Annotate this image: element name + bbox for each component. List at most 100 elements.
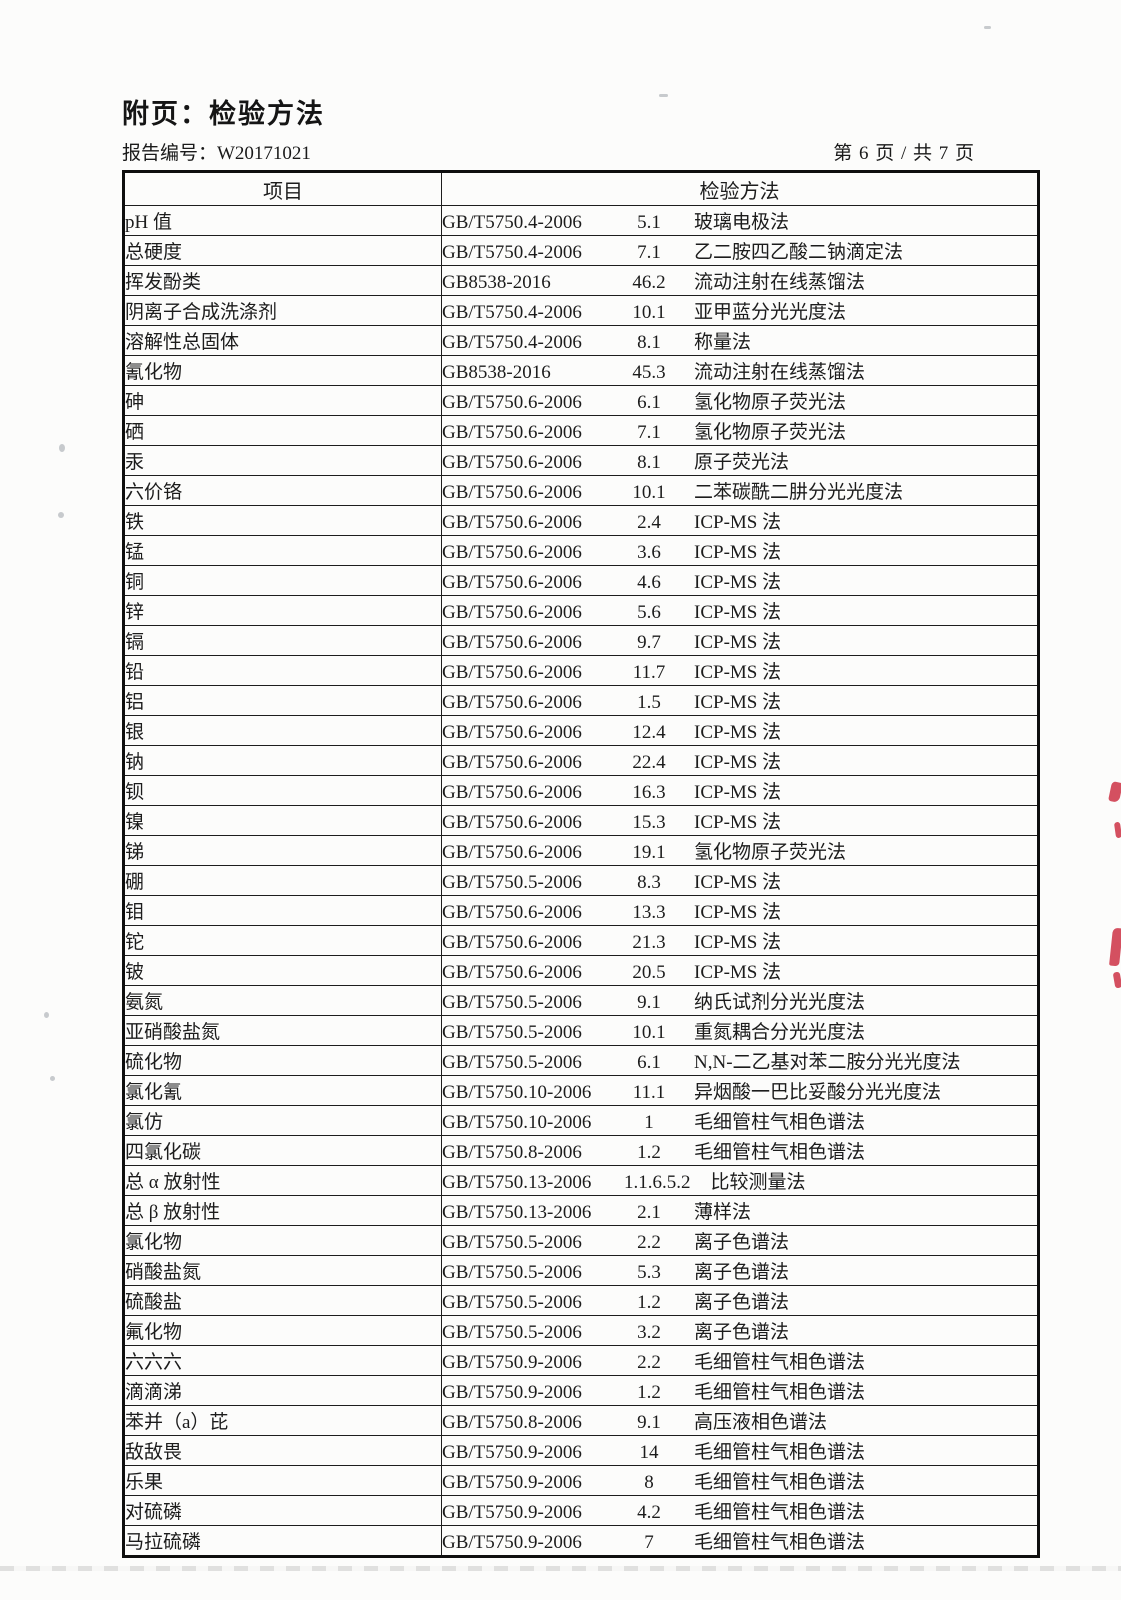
method-cell: GB/T5750.6-2006 9.7 ICP-MS 法 (441, 625, 1039, 656)
clause-number: 5.1 (637, 212, 661, 233)
item-cell: 铝 (123, 685, 442, 716)
method-cell: GB/T5750.13-2006 1.1.6.5.2 比较测量法 (441, 1165, 1039, 1196)
table-row: 硒 GB/T5750.6-2006 7.1 氢化物原子荧光法 (123, 415, 1039, 446)
method-name: 离子色谱法 (694, 1232, 790, 1253)
table-body: pH 值 GB/T5750.4-2006 5.1 玻璃电极法 总硬度 GB/T5750.4… (123, 205, 1039, 1557)
standard-code: GB/T5750.13-2006 (442, 1202, 592, 1223)
standard-code: GB/T5750.5-2006 (442, 1052, 582, 1073)
clause-number: 2.2 (637, 1232, 661, 1253)
method-name: 毛细管柱气相色谱法 (694, 1502, 866, 1523)
method-name: 亚甲蓝分光光度法 (694, 302, 847, 323)
method-name: N,N-二乙基对苯二胺分光光度法 (694, 1052, 961, 1073)
column-header-item: 项目 (123, 171, 442, 206)
table-row: 对硫磷 GB/T5750.9-2006 4.2 毛细管柱气相色谱法 (123, 1495, 1039, 1526)
method-name: 纳氏试剂分光光度法 (694, 992, 866, 1013)
method-name: ICP-MS 法 (694, 872, 782, 893)
standard-code: GB/T5750.6-2006 (442, 482, 582, 503)
item-cell: 硫化物 (123, 1045, 442, 1076)
method-name: 比较测量法 (710, 1172, 806, 1193)
table-row: 敌敌畏 GB/T5750.9-2006 14 毛细管柱气相色谱法 (123, 1435, 1039, 1466)
item-cell: 钠 (123, 745, 442, 776)
standard-code: GB/T5750.6-2006 (442, 782, 582, 803)
standard-code: GB8538-2016 (442, 362, 551, 383)
table-row: 锑 GB/T5750.6-2006 19.1 氢化物原子荧光法 (123, 835, 1039, 866)
clause-number: 1.1.6.5.2 (624, 1172, 691, 1193)
clause-number: 7.1 (637, 242, 661, 263)
table-row: 乐果 GB/T5750.9-2006 8 毛细管柱气相色谱法 (123, 1465, 1039, 1496)
table-row: 总硬度 GB/T5750.4-2006 7.1 乙二胺四乙酸二钠滴定法 (123, 235, 1039, 266)
table-row: 氟化物 GB/T5750.5-2006 3.2 离子色谱法 (123, 1315, 1039, 1346)
method-name: ICP-MS 法 (694, 722, 782, 743)
method-name: ICP-MS 法 (694, 542, 782, 563)
item-cell: 锌 (123, 595, 442, 626)
method-name: 毛细管柱气相色谱法 (694, 1142, 866, 1163)
method-cell: GB/T5750.5-2006 3.2 离子色谱法 (441, 1315, 1039, 1346)
standard-code: GB/T5750.10-2006 (442, 1082, 592, 1103)
standard-code: GB/T5750.6-2006 (442, 632, 582, 653)
standard-code: GB/T5750.6-2006 (442, 602, 582, 623)
method-cell: GB/T5750.6-2006 1.5 ICP-MS 法 (441, 685, 1039, 716)
table-row: 硼 GB/T5750.5-2006 8.3 ICP-MS 法 (123, 865, 1039, 896)
standard-code: GB/T5750.5-2006 (442, 1022, 582, 1043)
item-cell: 镉 (123, 625, 442, 656)
red-ink-mark (1109, 927, 1121, 967)
clause-number: 14 (639, 1442, 659, 1463)
standard-code: GB/T5750.4-2006 (442, 212, 582, 233)
table-row: 镍 GB/T5750.6-2006 15.3 ICP-MS 法 (123, 805, 1039, 836)
method-cell: GB/T5750.9-2006 4.2 毛细管柱气相色谱法 (441, 1495, 1039, 1526)
method-name: ICP-MS 法 (694, 962, 782, 983)
table-row: 六六六 GB/T5750.9-2006 2.2 毛细管柱气相色谱法 (123, 1345, 1039, 1376)
method-name: 玻璃电极法 (694, 212, 790, 233)
method-name: 原子荧光法 (694, 452, 790, 473)
clause-number: 19.1 (632, 842, 666, 863)
item-cell: 铍 (123, 955, 442, 986)
table-row: 总 β 放射性 GB/T5750.13-2006 2.1 薄样法 (123, 1195, 1039, 1226)
method-name: ICP-MS 法 (694, 752, 782, 773)
method-name: 流动注射在线蒸馏法 (694, 362, 866, 383)
table-row: 氰化物 GB8538-2016 45.3 流动注射在线蒸馏法 (123, 355, 1039, 386)
table-row: 铅 GB/T5750.6-2006 11.7 ICP-MS 法 (123, 655, 1039, 686)
standard-code: GB/T5750.13-2006 (442, 1172, 592, 1193)
table-row: 铜 GB/T5750.6-2006 4.6 ICP-MS 法 (123, 565, 1039, 596)
table-row: 铝 GB/T5750.6-2006 1.5 ICP-MS 法 (123, 685, 1039, 716)
method-cell: GB/T5750.5-2006 9.1 纳氏试剂分光光度法 (441, 985, 1039, 1016)
method-name: ICP-MS 法 (694, 692, 782, 713)
method-cell: GB/T5750.8-2006 1.2 毛细管柱气相色谱法 (441, 1135, 1039, 1166)
clause-number: 8.1 (637, 452, 661, 473)
method-cell: GB/T5750.6-2006 5.6 ICP-MS 法 (441, 595, 1039, 626)
page-indicator: 第 6 页 / 共 7 页 (833, 143, 975, 164)
method-name: 称量法 (694, 332, 752, 353)
page-title: 附页：检验方法 (122, 99, 325, 129)
method-name: ICP-MS 法 (694, 812, 782, 833)
method-name: 薄样法 (694, 1202, 752, 1223)
item-cell: 汞 (123, 445, 442, 476)
clause-number: 8.3 (637, 872, 661, 893)
method-name: 毛细管柱气相色谱法 (694, 1532, 866, 1553)
method-cell: GB/T5750.6-2006 10.1 二苯碳酰二肼分光光度法 (441, 475, 1039, 506)
clause-number: 15.3 (632, 812, 666, 833)
clause-number: 5.6 (637, 602, 661, 623)
clause-number: 10.1 (632, 482, 666, 503)
clause-number: 16.3 (632, 782, 666, 803)
standard-code: GB/T5750.6-2006 (442, 812, 582, 833)
clause-number: 6.1 (637, 1052, 661, 1073)
red-ink-mark (1112, 971, 1121, 989)
item-cell: 钼 (123, 895, 442, 926)
method-cell: GB/T5750.6-2006 20.5 ICP-MS 法 (441, 955, 1039, 986)
method-cell: GB/T5750.10-2006 11.1 异烟酸一巴比妥酸分光光度法 (441, 1075, 1039, 1106)
table-row: 总 α 放射性 GB/T5750.13-2006 1.1.6.5.2 比较测量法 (123, 1165, 1039, 1196)
table-row: 氯化物 GB/T5750.5-2006 2.2 离子色谱法 (123, 1225, 1039, 1256)
method-name: ICP-MS 法 (694, 932, 782, 953)
table-row: 阴离子合成洗涤剂 GB/T5750.4-2006 10.1 亚甲蓝分光光度法 (123, 295, 1039, 326)
item-cell: 硒 (123, 415, 442, 446)
item-cell: 硼 (123, 865, 442, 896)
method-cell: GB/T5750.5-2006 10.1 重氮耦合分光光度法 (441, 1015, 1039, 1046)
column-header-method: 检验方法 (441, 171, 1039, 206)
table-row: 硝酸盐氮 GB/T5750.5-2006 5.3 离子色谱法 (123, 1255, 1039, 1286)
standard-code: GB/T5750.6-2006 (442, 542, 582, 563)
table-row: 氯仿 GB/T5750.10-2006 1 毛细管柱气相色谱法 (123, 1105, 1039, 1136)
table-row: 铁 GB/T5750.6-2006 2.4 ICP-MS 法 (123, 505, 1039, 536)
standard-code: GB/T5750.9-2006 (442, 1532, 582, 1553)
table-row: 氨氮 GB/T5750.5-2006 9.1 纳氏试剂分光光度法 (123, 985, 1039, 1016)
standard-code: GB/T5750.6-2006 (442, 572, 582, 593)
